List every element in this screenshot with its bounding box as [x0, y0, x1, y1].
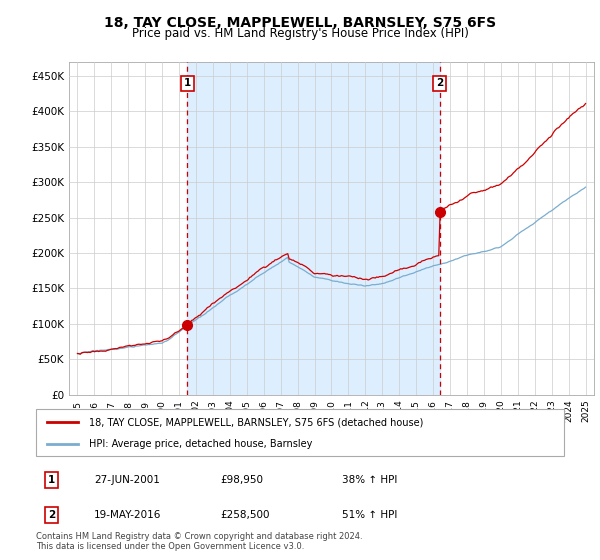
Text: Contains HM Land Registry data © Crown copyright and database right 2024.
This d: Contains HM Land Registry data © Crown c…	[36, 531, 362, 551]
Text: 2: 2	[436, 78, 443, 88]
Text: HPI: Average price, detached house, Barnsley: HPI: Average price, detached house, Barn…	[89, 439, 312, 449]
Text: Price paid vs. HM Land Registry's House Price Index (HPI): Price paid vs. HM Land Registry's House …	[131, 27, 469, 40]
Text: 2: 2	[48, 510, 55, 520]
Text: 51% ↑ HPI: 51% ↑ HPI	[342, 510, 398, 520]
Text: £258,500: £258,500	[221, 510, 270, 520]
Text: 38% ↑ HPI: 38% ↑ HPI	[342, 475, 398, 484]
Text: 18, TAY CLOSE, MAPPLEWELL, BARNSLEY, S75 6FS: 18, TAY CLOSE, MAPPLEWELL, BARNSLEY, S75…	[104, 16, 496, 30]
Text: £98,950: £98,950	[221, 475, 264, 484]
Text: 27-JUN-2001: 27-JUN-2001	[94, 475, 160, 484]
Text: 18, TAY CLOSE, MAPPLEWELL, BARNSLEY, S75 6FS (detached house): 18, TAY CLOSE, MAPPLEWELL, BARNSLEY, S75…	[89, 417, 423, 427]
Text: 19-MAY-2016: 19-MAY-2016	[94, 510, 161, 520]
Text: 1: 1	[184, 78, 191, 88]
Text: 1: 1	[48, 475, 55, 484]
FancyBboxPatch shape	[36, 409, 564, 456]
Bar	[187, 62, 440, 395]
